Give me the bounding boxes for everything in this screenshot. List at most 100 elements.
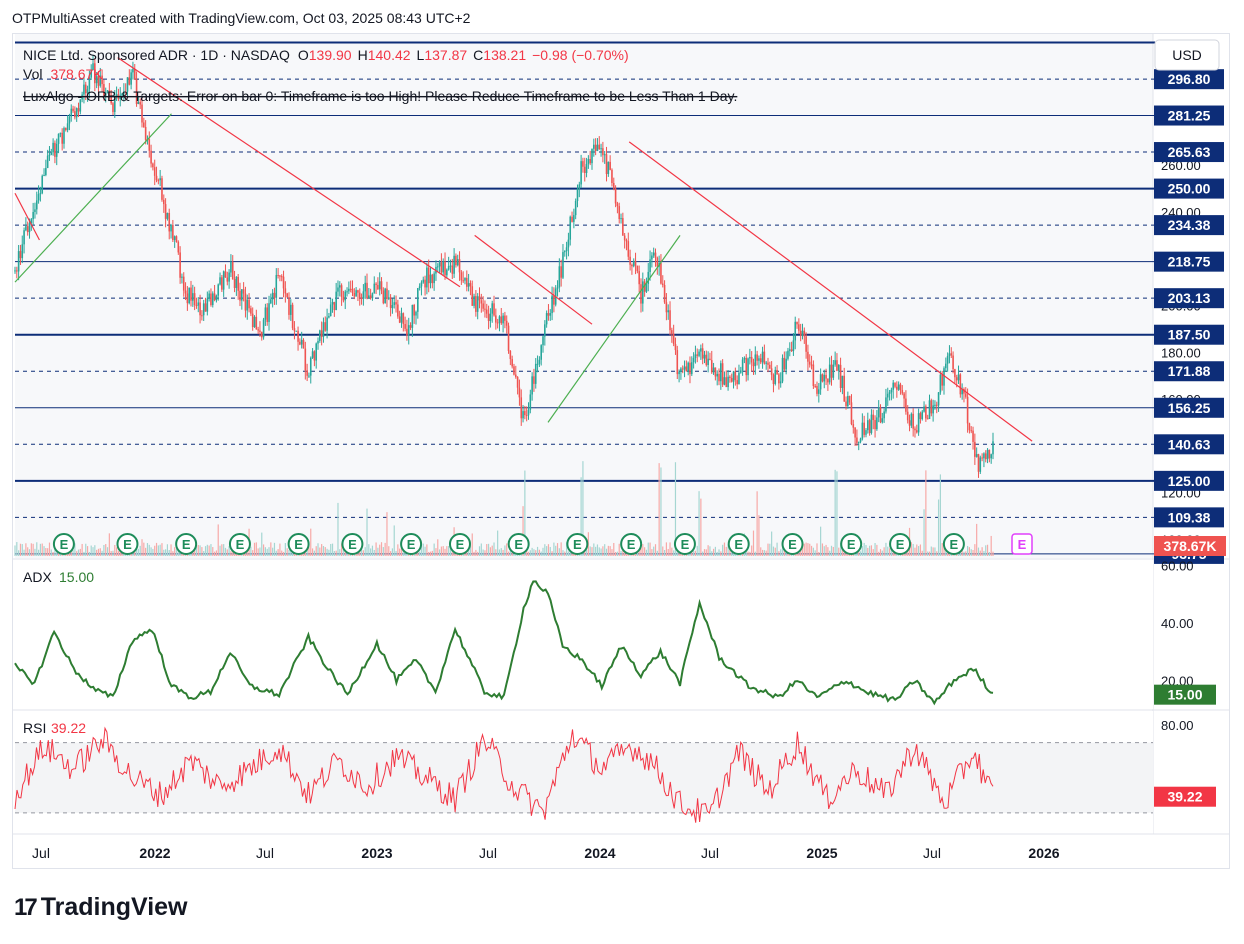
candle-body	[264, 307, 267, 320]
volume-bar	[781, 544, 784, 556]
time-tick-label: Jul	[701, 845, 719, 861]
currency-button[interactable]	[1154, 39, 1220, 71]
candle-body	[150, 150, 152, 164]
candle-body	[774, 369, 777, 384]
volume-bar	[593, 543, 595, 556]
adx-tick-label: 20.00	[1161, 673, 1194, 688]
volume-bar	[624, 550, 626, 556]
volume-bar	[801, 542, 804, 556]
volume-bar	[760, 547, 762, 556]
candle-body	[667, 310, 670, 313]
candle-body	[763, 351, 766, 364]
volume-bar	[816, 543, 818, 556]
candle-body	[825, 374, 827, 379]
candle-body	[571, 216, 573, 222]
volume-bar	[800, 550, 802, 556]
candle-body	[275, 274, 278, 298]
candle-body	[569, 216, 572, 240]
candle-body	[395, 302, 397, 305]
candle-body	[424, 279, 426, 288]
candle-body	[43, 174, 45, 176]
volume-bar	[812, 547, 814, 556]
candle-body	[647, 271, 650, 284]
candle-body	[847, 396, 849, 407]
volume-bar	[99, 548, 101, 556]
candle-body	[166, 212, 169, 219]
candle-body	[710, 360, 713, 373]
candle-body	[436, 266, 439, 268]
candle-body	[727, 376, 729, 388]
candle-body	[351, 288, 354, 293]
candle-body	[636, 265, 639, 272]
candle-body	[598, 144, 601, 150]
level-badge-label: 203.13	[1168, 290, 1211, 306]
candle-body	[126, 77, 129, 92]
volume-bar	[172, 551, 174, 556]
volume-bar	[232, 551, 234, 556]
volume-bar	[215, 550, 218, 556]
candle-body	[177, 241, 180, 253]
volume-bar	[170, 544, 172, 556]
upcoming-earnings-label: E	[1018, 537, 1027, 552]
candle-body	[754, 354, 757, 367]
candle-body	[74, 111, 76, 118]
volume-bar	[366, 508, 368, 556]
candle-body	[785, 358, 787, 370]
volume-bar	[446, 546, 448, 556]
tradingview-logo[interactable]: 17 TradingView	[14, 893, 188, 922]
candle-body	[676, 350, 679, 375]
rsi-value: 39.22	[51, 720, 86, 736]
candle-body	[761, 351, 764, 363]
volume-bar	[52, 551, 54, 556]
volume-bar	[658, 463, 660, 556]
volume-bar	[311, 548, 314, 556]
candle-body	[466, 277, 468, 287]
volume-bar	[337, 502, 339, 556]
earnings-marker-label: E	[60, 537, 69, 552]
candle-body	[886, 393, 889, 398]
candle-body	[368, 295, 370, 299]
volume-bar	[272, 547, 274, 556]
level-badge-label: 281.25	[1168, 108, 1211, 124]
volume-bar	[972, 550, 974, 556]
volume-bar	[478, 546, 481, 556]
volume-bar	[609, 546, 611, 556]
volume-bar	[43, 546, 45, 556]
candle-body	[736, 380, 738, 385]
volume-bar	[582, 461, 584, 556]
candle-body	[690, 362, 693, 375]
volume-bar	[438, 549, 441, 556]
candle-body	[845, 401, 847, 407]
volume-bar	[691, 549, 693, 556]
candle-body	[179, 252, 181, 278]
candle-body	[299, 341, 301, 345]
candle-body	[65, 128, 67, 131]
volume-bar	[667, 548, 669, 556]
time-tick-label: 2024	[584, 845, 615, 861]
volume-bar	[324, 547, 326, 556]
candle-body	[309, 357, 312, 376]
volume-bar	[981, 547, 983, 556]
candle-body	[640, 284, 642, 304]
price-tick-label: 180.00	[1161, 345, 1201, 360]
volume-bar	[333, 550, 335, 556]
candle-body	[955, 377, 958, 381]
candle-body	[397, 304, 399, 317]
candle-body	[732, 371, 735, 382]
candle-body	[162, 199, 165, 205]
candle-body	[83, 84, 85, 95]
volume-bar	[388, 546, 390, 556]
upcoming-earnings-icon	[1011, 533, 1033, 555]
candle-body	[832, 364, 835, 378]
volume-bar	[598, 547, 600, 556]
volume-bar	[72, 550, 74, 556]
volume-bar	[145, 547, 147, 556]
candle-body	[544, 324, 546, 337]
candle-body	[45, 167, 47, 175]
level-badge-label: 250.00	[1168, 181, 1211, 197]
chart-canvas[interactable]: 100.00120.00140.00160.00180.00200.00220.…	[13, 34, 1229, 868]
tradingview-wordmark: TradingView	[40, 893, 188, 921]
candle-body	[596, 144, 599, 151]
candle-body	[814, 385, 816, 387]
candle-body	[665, 302, 668, 313]
